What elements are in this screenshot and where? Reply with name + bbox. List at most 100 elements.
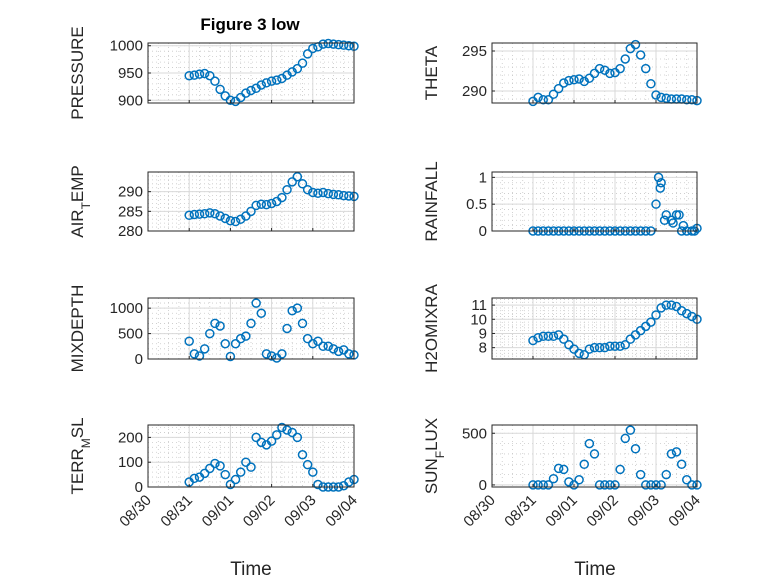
data-point <box>584 344 595 354</box>
data-point <box>230 474 241 485</box>
data-point <box>308 187 318 198</box>
y-axis-label: THETA <box>422 45 441 100</box>
x-tick-label: 08/31 <box>501 492 540 531</box>
data-point <box>656 177 666 188</box>
data-point <box>687 95 697 105</box>
data-point <box>344 191 354 201</box>
data-point <box>553 83 564 94</box>
y-tick-label: 200 <box>118 429 143 446</box>
data-point <box>277 422 287 433</box>
axes-frame <box>491 42 698 104</box>
data-point <box>189 209 200 220</box>
subplot-theta: 290 295 THETA <box>422 39 702 107</box>
data-point <box>220 213 230 224</box>
data-point <box>559 334 569 344</box>
data-point <box>215 461 225 471</box>
data-point <box>205 70 215 81</box>
data-point <box>292 171 303 182</box>
data-point <box>656 92 666 103</box>
y-tick-label: 950 <box>118 65 143 82</box>
data-point <box>559 464 569 475</box>
subplot-pressure: 900 950 1000 PRESSURE <box>68 26 359 120</box>
x-tick-label: 09/04 <box>322 492 361 531</box>
axes-frame <box>147 297 355 360</box>
data-point <box>579 459 589 470</box>
data-point <box>297 318 308 329</box>
data-point <box>313 336 323 346</box>
data-point <box>225 479 236 490</box>
data-point <box>600 480 610 490</box>
data-point <box>625 425 636 435</box>
y-axis-label: H2OMIXRA <box>422 283 441 372</box>
data-point <box>261 199 272 210</box>
x-tick-label: 08/30 <box>116 492 155 531</box>
data-point <box>323 38 333 49</box>
data-point <box>651 90 661 100</box>
data-point <box>272 430 282 440</box>
data-point <box>656 480 666 490</box>
data-point <box>328 189 339 200</box>
x-tick-label: 09/02 <box>583 492 622 531</box>
data-point <box>620 340 630 350</box>
data-point <box>559 78 569 88</box>
y-tick-label: 500 <box>118 326 143 343</box>
data-point <box>543 95 554 105</box>
data-point <box>225 216 236 226</box>
data-point <box>220 91 230 101</box>
data-point <box>287 177 297 187</box>
data-point <box>671 447 682 457</box>
data-point <box>210 458 220 469</box>
x-tick-label: 09/02 <box>240 492 279 531</box>
data-point <box>620 433 630 444</box>
data-point <box>589 342 600 353</box>
y-tick-label: 0 <box>135 479 143 496</box>
y-tick-label: 8 <box>479 340 487 357</box>
x-tick-label: 08/31 <box>157 492 196 531</box>
data-point <box>282 184 292 195</box>
data-point <box>328 344 339 354</box>
data-point <box>553 463 564 474</box>
data-point <box>318 39 328 49</box>
data-point <box>666 300 677 310</box>
data-point <box>625 334 636 344</box>
y-tick-label: 290 <box>462 83 487 100</box>
data-point <box>574 74 584 84</box>
data-point <box>251 432 261 443</box>
y-tick-label: 0 <box>479 223 487 240</box>
x-tick-label: 08/30 <box>460 492 499 531</box>
data-point <box>246 318 256 329</box>
data-point <box>543 331 554 342</box>
y-axis-label: PRESSURE <box>68 26 87 120</box>
data-point <box>646 317 656 327</box>
data-point <box>666 449 677 459</box>
data-point <box>256 80 267 90</box>
data-point <box>210 208 220 219</box>
data-point <box>661 210 671 220</box>
data-point <box>313 479 323 490</box>
data-point <box>241 88 251 98</box>
data-point <box>615 63 625 74</box>
data-point <box>318 187 328 198</box>
data-point <box>323 188 333 199</box>
data-point <box>235 333 246 344</box>
data-point <box>215 211 225 221</box>
data-point <box>651 310 661 320</box>
data-point <box>277 349 287 359</box>
data-point <box>241 211 251 221</box>
data-point <box>266 351 277 361</box>
y-tick-label: 1000 <box>110 300 143 317</box>
y-tick-label: 1000 <box>110 38 143 55</box>
data-point <box>246 206 256 217</box>
data-point <box>615 464 625 475</box>
data-point <box>220 469 230 480</box>
data-point <box>594 342 605 353</box>
data-point <box>302 184 313 195</box>
data-point <box>548 331 559 342</box>
data-point <box>682 475 692 485</box>
y-tick-label: 900 <box>118 92 143 109</box>
data-point <box>318 341 328 352</box>
data-point <box>528 480 538 490</box>
axes-frame <box>147 424 355 488</box>
data-point <box>333 39 344 50</box>
